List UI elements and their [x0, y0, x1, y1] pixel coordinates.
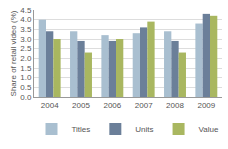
- svg-text:2.0: 2.0: [20, 54, 32, 63]
- svg-text:2009: 2009: [197, 101, 215, 110]
- svg-text:2006: 2006: [103, 101, 121, 110]
- svg-text:1.5: 1.5: [20, 64, 32, 73]
- svg-text:3.5: 3.5: [20, 25, 32, 34]
- svg-text:2005: 2005: [72, 101, 90, 110]
- svg-text:Units: Units: [135, 125, 153, 134]
- svg-text:2008: 2008: [166, 101, 184, 110]
- svg-text:2007: 2007: [135, 101, 153, 110]
- svg-text:2004: 2004: [41, 101, 59, 110]
- svg-text:3.0: 3.0: [20, 35, 32, 44]
- svg-text:Share of retail video (%): Share of retail video (%): [9, 10, 18, 96]
- svg-text:0.0: 0.0: [20, 93, 32, 102]
- svg-text:4.5: 4.5: [20, 6, 32, 15]
- svg-text:1.0: 1.0: [20, 73, 32, 82]
- svg-text:Value: Value: [199, 125, 219, 134]
- svg-text:0.5: 0.5: [20, 83, 32, 92]
- svg-text:4.0: 4.0: [20, 15, 32, 24]
- svg-text:Titles: Titles: [72, 125, 91, 134]
- svg-text:2.5: 2.5: [20, 44, 32, 53]
